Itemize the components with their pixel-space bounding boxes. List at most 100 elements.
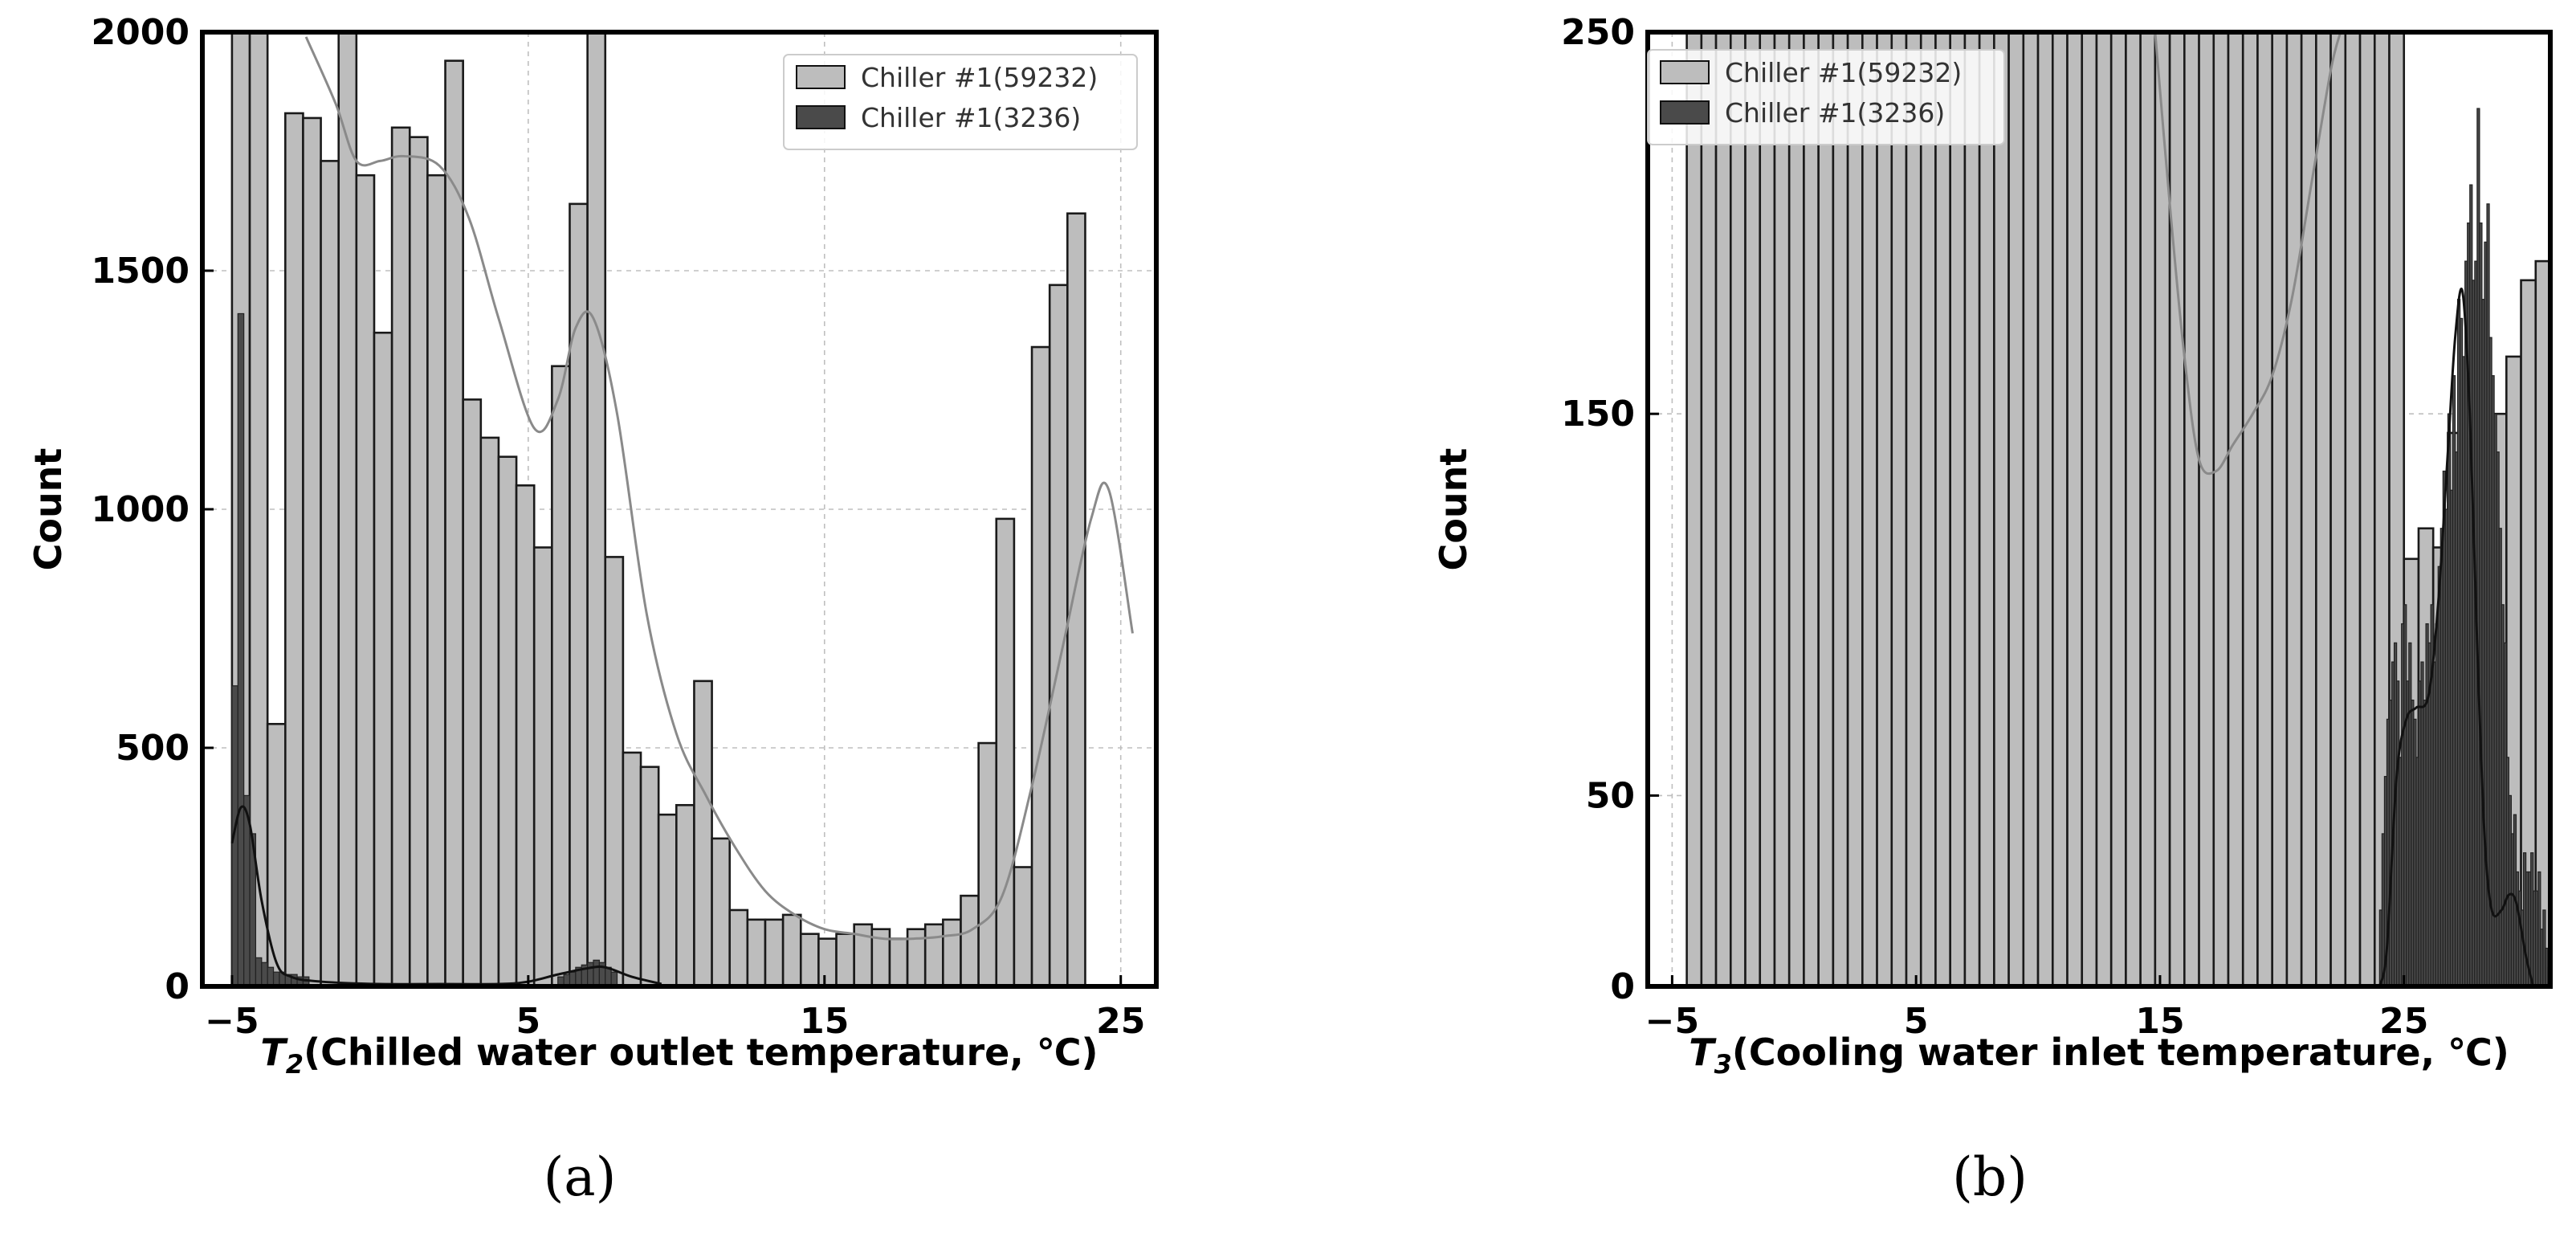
panel-label: (a) [544, 1146, 617, 1208]
histogram-bar [1744, 32, 1762, 986]
histogram-bar [1787, 32, 1805, 986]
plot-area [1685, 32, 2576, 986]
y-tick-label: 500 [116, 728, 190, 769]
histogram-bar [515, 484, 536, 986]
x-tick-label: 5 [1904, 1001, 1929, 1042]
x-tick-label: 15 [2135, 1001, 2184, 1042]
histogram-bar [942, 918, 962, 986]
histogram-bar [693, 680, 713, 986]
histogram-bar [479, 436, 500, 986]
x-axis-label-text: (Chilled water outlet temperature, ℃) [304, 1031, 1098, 1074]
histogram-bar [587, 961, 594, 986]
histogram-bar [2139, 32, 2157, 986]
histogram-bar [1714, 32, 1732, 986]
histogram-bar [2358, 32, 2376, 986]
legend-box [783, 54, 1138, 150]
histogram-bar [1919, 32, 1937, 986]
histogram-bar [835, 933, 855, 986]
histogram-bar [1773, 32, 1791, 986]
legend: Chiller #1(59232) Chiller #1(3236) [1647, 49, 2005, 145]
histogram-bar [605, 966, 612, 986]
histogram-bar [302, 116, 322, 986]
legend-entry: Chiller #1(59232) [1725, 57, 1962, 88]
histogram-bar [237, 312, 245, 986]
histogram-bar [1890, 32, 1908, 986]
histogram-bar [2022, 32, 2040, 986]
series-1-kde-line [2154, 32, 2342, 476]
histogram-bar [1066, 212, 1086, 986]
histogram-bar [2241, 32, 2259, 986]
histogram-bar [462, 398, 483, 986]
x-axis-label-text: (Cooling water inlet temperature, ℃) [1732, 1031, 2509, 1074]
histogram-bar [2256, 32, 2273, 986]
histogram-bar [2565, 32, 2576, 986]
histogram-bar [1685, 32, 1703, 986]
histogram-bar [2212, 32, 2230, 986]
histogram-bar [817, 937, 838, 986]
histogram-bar [610, 971, 618, 986]
y-tick-label: 150 [1561, 394, 1635, 435]
series-1-kde-line [304, 36, 1134, 941]
y-axis-label: Count [1432, 448, 1475, 571]
series-1-bars [230, 32, 1086, 986]
histogram-bar [2344, 32, 2362, 986]
histogram-bar [1949, 32, 1967, 986]
x-tick-label: −5 [1645, 1001, 1699, 1042]
histogram-bar [604, 556, 625, 986]
histogram-bar [799, 933, 820, 986]
histogram-bar [355, 174, 376, 986]
plot-area [230, 32, 1134, 986]
histogram-bar [764, 918, 785, 986]
x-tick-label: 25 [2379, 1001, 2428, 1042]
y-tick-label: 250 [1561, 12, 1635, 53]
histogram-bar [497, 455, 518, 986]
histogram-bar [622, 751, 642, 986]
histogram-bar [390, 126, 411, 986]
histogram-bar [888, 937, 909, 986]
plot-frame [1645, 30, 2553, 989]
histogram-bar [1803, 32, 1820, 986]
histogram-bar [2066, 32, 2084, 986]
histogram-bar [266, 722, 287, 986]
histogram-bar [2007, 32, 2025, 986]
histogram-bar [284, 112, 304, 986]
histogram-bar [532, 546, 553, 986]
series-2-bars [2378, 108, 2550, 986]
histogram-bar [2271, 32, 2289, 986]
histogram-bar [1963, 32, 1981, 986]
histogram-bar [551, 365, 571, 986]
histogram-bar [960, 894, 980, 986]
histogram-bar [267, 966, 275, 986]
histogram-bar [586, 32, 607, 986]
x-axis-label-symbol: T [1689, 1031, 1717, 1074]
legend: Chiller #1(59232) Chiller #1(3236) [783, 54, 1138, 150]
histogram-bar [1861, 32, 1878, 986]
histogram-bar [657, 813, 678, 986]
histogram-bar [337, 32, 358, 986]
histogram-bar [728, 908, 749, 986]
series-1-bars [1685, 32, 2576, 986]
histogram-bar [746, 918, 767, 986]
x-tick-label: −5 [205, 1001, 259, 1042]
y-tick-label: 2000 [92, 12, 190, 53]
histogram-bar [261, 961, 268, 986]
legend-swatch [1660, 60, 1710, 84]
histogram-bar [2198, 32, 2215, 986]
y-tick-label: 50 [1586, 775, 1635, 816]
x-axis-label: T3(Cooling water inlet temperature, ℃) [1689, 1031, 2509, 1080]
histogram-bar [1993, 32, 2010, 986]
histogram-bar [1013, 866, 1033, 986]
y-tick-label: 0 [165, 966, 190, 1007]
histogram-bar [2168, 32, 2186, 986]
histogram-bar [781, 913, 802, 986]
legend-swatch [1660, 100, 1710, 125]
legend-swatch [796, 65, 846, 89]
histogram-bar [1759, 32, 1776, 986]
x-axis-label-symbol: T [260, 1031, 288, 1074]
x-axis-label: T2(Chilled water outlet temperature, ℃) [260, 1031, 1098, 1080]
panel-label: (b) [1952, 1146, 2028, 1208]
histogram-bar [2036, 32, 2054, 986]
histogram-bar [2051, 32, 2069, 986]
histogram-bar [1700, 32, 1718, 986]
